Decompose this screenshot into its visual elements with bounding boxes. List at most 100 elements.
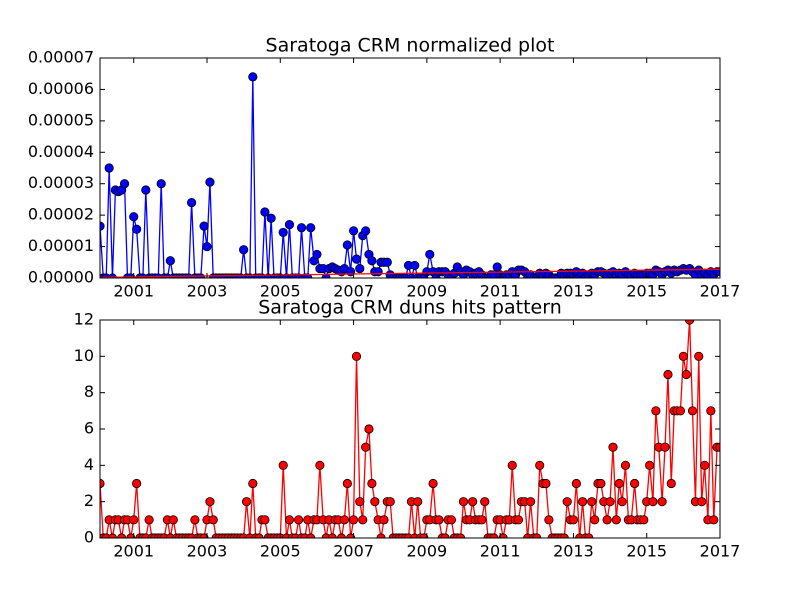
data-point <box>410 260 420 271</box>
data-point <box>379 515 389 525</box>
data-point <box>587 497 597 507</box>
data-point <box>239 245 249 255</box>
data-point <box>480 497 490 507</box>
data-point <box>602 515 612 525</box>
data-point <box>119 179 130 189</box>
data-point <box>355 263 365 274</box>
x-tick-label: 2011 <box>480 282 521 301</box>
data-point <box>590 515 600 525</box>
y-tick-label: 8 <box>84 382 94 401</box>
data-point <box>104 163 114 173</box>
data-point <box>260 515 270 525</box>
data-point <box>205 177 215 187</box>
y-tick-label: 0 <box>84 528 94 547</box>
data-point <box>364 424 374 434</box>
data-point <box>315 460 325 470</box>
data-point <box>620 460 631 470</box>
data-point <box>141 185 151 195</box>
data-point <box>358 515 368 525</box>
y-tick-label: 12 <box>74 310 94 329</box>
y-tick-label: 0.00003 <box>28 173 94 192</box>
axes-frame <box>99 57 721 279</box>
data-point <box>645 460 655 470</box>
data-point <box>190 515 200 525</box>
data-point <box>611 515 621 525</box>
data-point <box>525 497 536 507</box>
data-point <box>370 497 380 507</box>
data-point <box>544 515 554 525</box>
data-point <box>156 179 166 189</box>
data-point <box>541 478 551 489</box>
x-tick-label: 2003 <box>187 542 228 561</box>
plot-area <box>100 72 720 278</box>
data-point <box>144 515 154 525</box>
data-point <box>266 213 276 223</box>
data-point <box>199 221 209 231</box>
data-point <box>675 406 686 416</box>
x-tick-label: 2005 <box>260 542 301 561</box>
data-point <box>630 478 640 489</box>
y-tick-label: 0.00005 <box>28 110 94 129</box>
data-point <box>278 460 288 470</box>
data-point <box>492 262 502 272</box>
data-point <box>700 460 710 470</box>
data-point <box>367 256 377 266</box>
data-point <box>168 515 178 525</box>
data-point <box>260 207 270 217</box>
data-point <box>608 442 618 452</box>
data-point <box>284 515 295 525</box>
data-point <box>132 478 142 489</box>
y-tick-label: 0.00002 <box>28 205 94 224</box>
data-point <box>284 219 295 230</box>
data-point <box>306 223 316 233</box>
data-point <box>165 256 175 266</box>
data-point <box>678 351 688 361</box>
data-point <box>568 515 579 525</box>
data-point <box>477 515 487 525</box>
y-tick-label: 6 <box>84 419 94 438</box>
data-point <box>663 369 673 380</box>
x-tick-label: 2009 <box>406 282 447 301</box>
data-point <box>367 478 377 489</box>
data-point <box>187 197 197 208</box>
data-point <box>348 226 359 236</box>
x-tick-label: 2007 <box>333 542 374 561</box>
data-point <box>278 227 288 238</box>
data-point <box>648 497 658 507</box>
data-point <box>351 254 362 264</box>
data-point <box>241 497 252 507</box>
x-tick-label: 2015 <box>626 282 667 301</box>
data-point <box>132 224 142 234</box>
x-tick-label: 2015 <box>626 542 667 561</box>
x-tick-label: 2017 <box>700 282 741 301</box>
data-point <box>535 460 545 470</box>
y-tick-label: 4 <box>84 455 94 474</box>
y-tick-label: 10 <box>74 346 94 365</box>
data-point <box>596 478 606 489</box>
y-tick-label: 0.00000 <box>28 268 94 287</box>
x-tick-label: 2013 <box>553 542 594 561</box>
data-point <box>684 320 695 325</box>
data-point <box>639 515 649 525</box>
data-point <box>468 497 478 507</box>
data-point <box>614 478 624 489</box>
data-point <box>605 497 615 507</box>
x-tick-label: 2009 <box>406 542 447 561</box>
y-tick-label: 0.00006 <box>28 79 94 98</box>
data-point <box>129 212 139 222</box>
data-point <box>312 249 322 260</box>
data-point <box>577 497 588 507</box>
data-point <box>709 515 719 525</box>
chart-title: Saratoga CRM duns hits pattern <box>258 297 561 319</box>
data-point <box>697 497 707 507</box>
x-tick-label: 2001 <box>113 282 154 301</box>
data-point <box>248 478 258 489</box>
data-point <box>657 497 667 507</box>
data-point <box>296 223 307 233</box>
data-point <box>348 515 359 525</box>
data-point <box>129 515 139 525</box>
data-point <box>248 72 258 82</box>
data-point <box>617 497 627 507</box>
x-tick-label: 2001 <box>113 542 154 561</box>
data-point <box>681 369 691 380</box>
